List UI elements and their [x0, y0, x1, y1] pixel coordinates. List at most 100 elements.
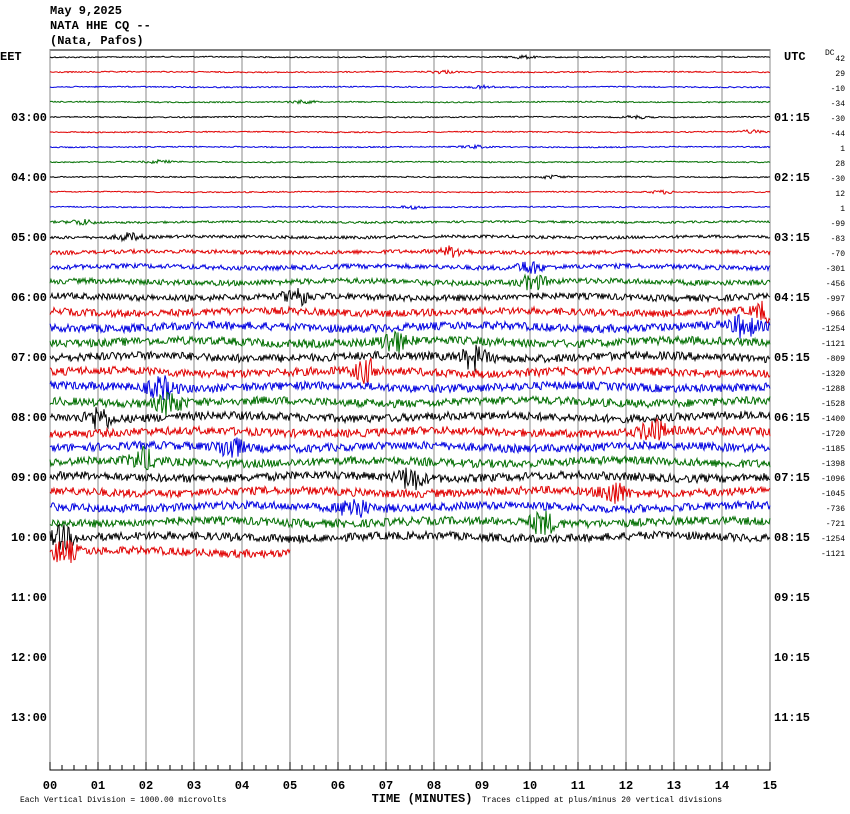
right-hour-label: 04:15: [774, 291, 810, 305]
trace: [49, 314, 771, 339]
trace: [49, 232, 771, 243]
trace: [49, 357, 771, 384]
dc-offset: -1320: [821, 370, 845, 379]
trace: [49, 300, 771, 324]
trace: [49, 482, 771, 504]
x-tick-label: 11: [571, 779, 585, 793]
dc-offset: -1400: [821, 415, 845, 424]
dc-offset: -30: [831, 175, 846, 184]
dc-offset: -70: [831, 250, 846, 259]
x-tick-label: 04: [235, 779, 249, 793]
dc-offset: 29: [835, 70, 845, 79]
x-tick-label: 09: [475, 779, 489, 793]
trace: [49, 523, 771, 552]
trace: [49, 189, 771, 195]
trace: [49, 174, 771, 180]
left-hour-label: 05:00: [11, 231, 47, 245]
trace: [49, 391, 771, 417]
x-tick-label: 02: [139, 779, 153, 793]
trace: [49, 261, 771, 274]
trace: [49, 273, 771, 291]
trace: [49, 158, 771, 165]
trace: [49, 417, 771, 441]
x-tick-label: 07: [379, 779, 393, 793]
scale-note: Each Vertical Division = 1000.00 microvo…: [20, 796, 227, 805]
trace: [49, 128, 771, 134]
left-hour-label: 11:00: [11, 591, 47, 605]
trace: [49, 218, 770, 226]
x-tick-label: 06: [331, 779, 345, 793]
dc-offset: -1288: [821, 385, 845, 394]
trace: [50, 245, 771, 258]
left-hour-label: 12:00: [11, 651, 47, 665]
dc-offset: 1: [840, 205, 845, 214]
plot-frame: [49, 49, 771, 771]
dc-offset: -1398: [821, 460, 845, 469]
dc-header: DC: [825, 49, 835, 58]
dc-offset: -1254: [821, 325, 845, 334]
dc-offset: -1121: [821, 340, 845, 349]
right-hour-label: 08:15: [774, 531, 810, 545]
dc-offset: 12: [835, 190, 845, 199]
dc-offset: -1720: [821, 430, 845, 439]
dc-offset: -456: [826, 280, 845, 289]
trace: [49, 344, 771, 372]
dc-offset: -736: [826, 505, 845, 514]
dc-offset: 1: [840, 145, 845, 154]
trace: [49, 437, 771, 458]
trace: [49, 330, 771, 354]
dc-offset: -966: [826, 310, 845, 319]
right-hour-label: 06:15: [774, 411, 810, 425]
trace: [49, 114, 770, 121]
right-hour-label: 09:15: [774, 591, 810, 605]
trace: [49, 445, 771, 471]
trace: [49, 204, 771, 211]
dc-offset: 42: [835, 55, 845, 64]
trace: [49, 287, 771, 307]
trace: [49, 98, 771, 105]
left-hour-label: 06:00: [11, 291, 47, 305]
x-tick-label: 10: [523, 779, 537, 793]
trace: [49, 510, 771, 535]
dc-offset: -1254: [821, 535, 845, 544]
trace: [49, 540, 291, 564]
title-line: (Nata, Pafos): [50, 34, 144, 48]
trace: [49, 83, 771, 91]
trace: [49, 467, 771, 491]
left-axis-label: EET: [0, 50, 22, 64]
left-hour-label: 07:00: [11, 351, 47, 365]
right-hour-label: 07:15: [774, 471, 810, 485]
dc-offset: -34: [831, 100, 846, 109]
left-hour-label: 09:00: [11, 471, 47, 485]
dc-offset: -809: [826, 355, 845, 364]
left-hour-label: 13:00: [11, 711, 47, 725]
dc-offset: -1185: [821, 445, 845, 454]
trace: [49, 407, 771, 430]
dc-offset: -83: [831, 235, 846, 244]
x-tick-label: 01: [91, 779, 105, 793]
x-tick-label: 08: [427, 779, 441, 793]
left-hour-label: 04:00: [11, 171, 47, 185]
dc-offset: -1096: [821, 475, 845, 484]
trace: [49, 54, 771, 61]
right-hour-label: 11:15: [774, 711, 810, 725]
left-hour-label: 03:00: [11, 111, 47, 125]
x-tick-label: 15: [763, 779, 777, 793]
right-axis-label: UTC: [784, 50, 806, 64]
trace: [49, 499, 771, 518]
x-tick-label: 13: [667, 779, 681, 793]
x-tick-label: 14: [715, 779, 729, 793]
x-tick-label: 12: [619, 779, 633, 793]
right-hour-label: 10:15: [774, 651, 810, 665]
x-tick-label: 03: [187, 779, 201, 793]
title-line: May 9,2025: [50, 4, 122, 18]
left-hour-label: 08:00: [11, 411, 47, 425]
dc-offset: -44: [831, 130, 846, 139]
title-line: NATA HHE CQ --: [50, 19, 151, 33]
trace: [49, 375, 771, 401]
right-hour-label: 01:15: [774, 111, 810, 125]
dc-offset: -1528: [821, 400, 845, 409]
clip-note: Traces clipped at plus/minus 20 vertical…: [482, 796, 722, 805]
right-hour-label: 03:15: [774, 231, 810, 245]
